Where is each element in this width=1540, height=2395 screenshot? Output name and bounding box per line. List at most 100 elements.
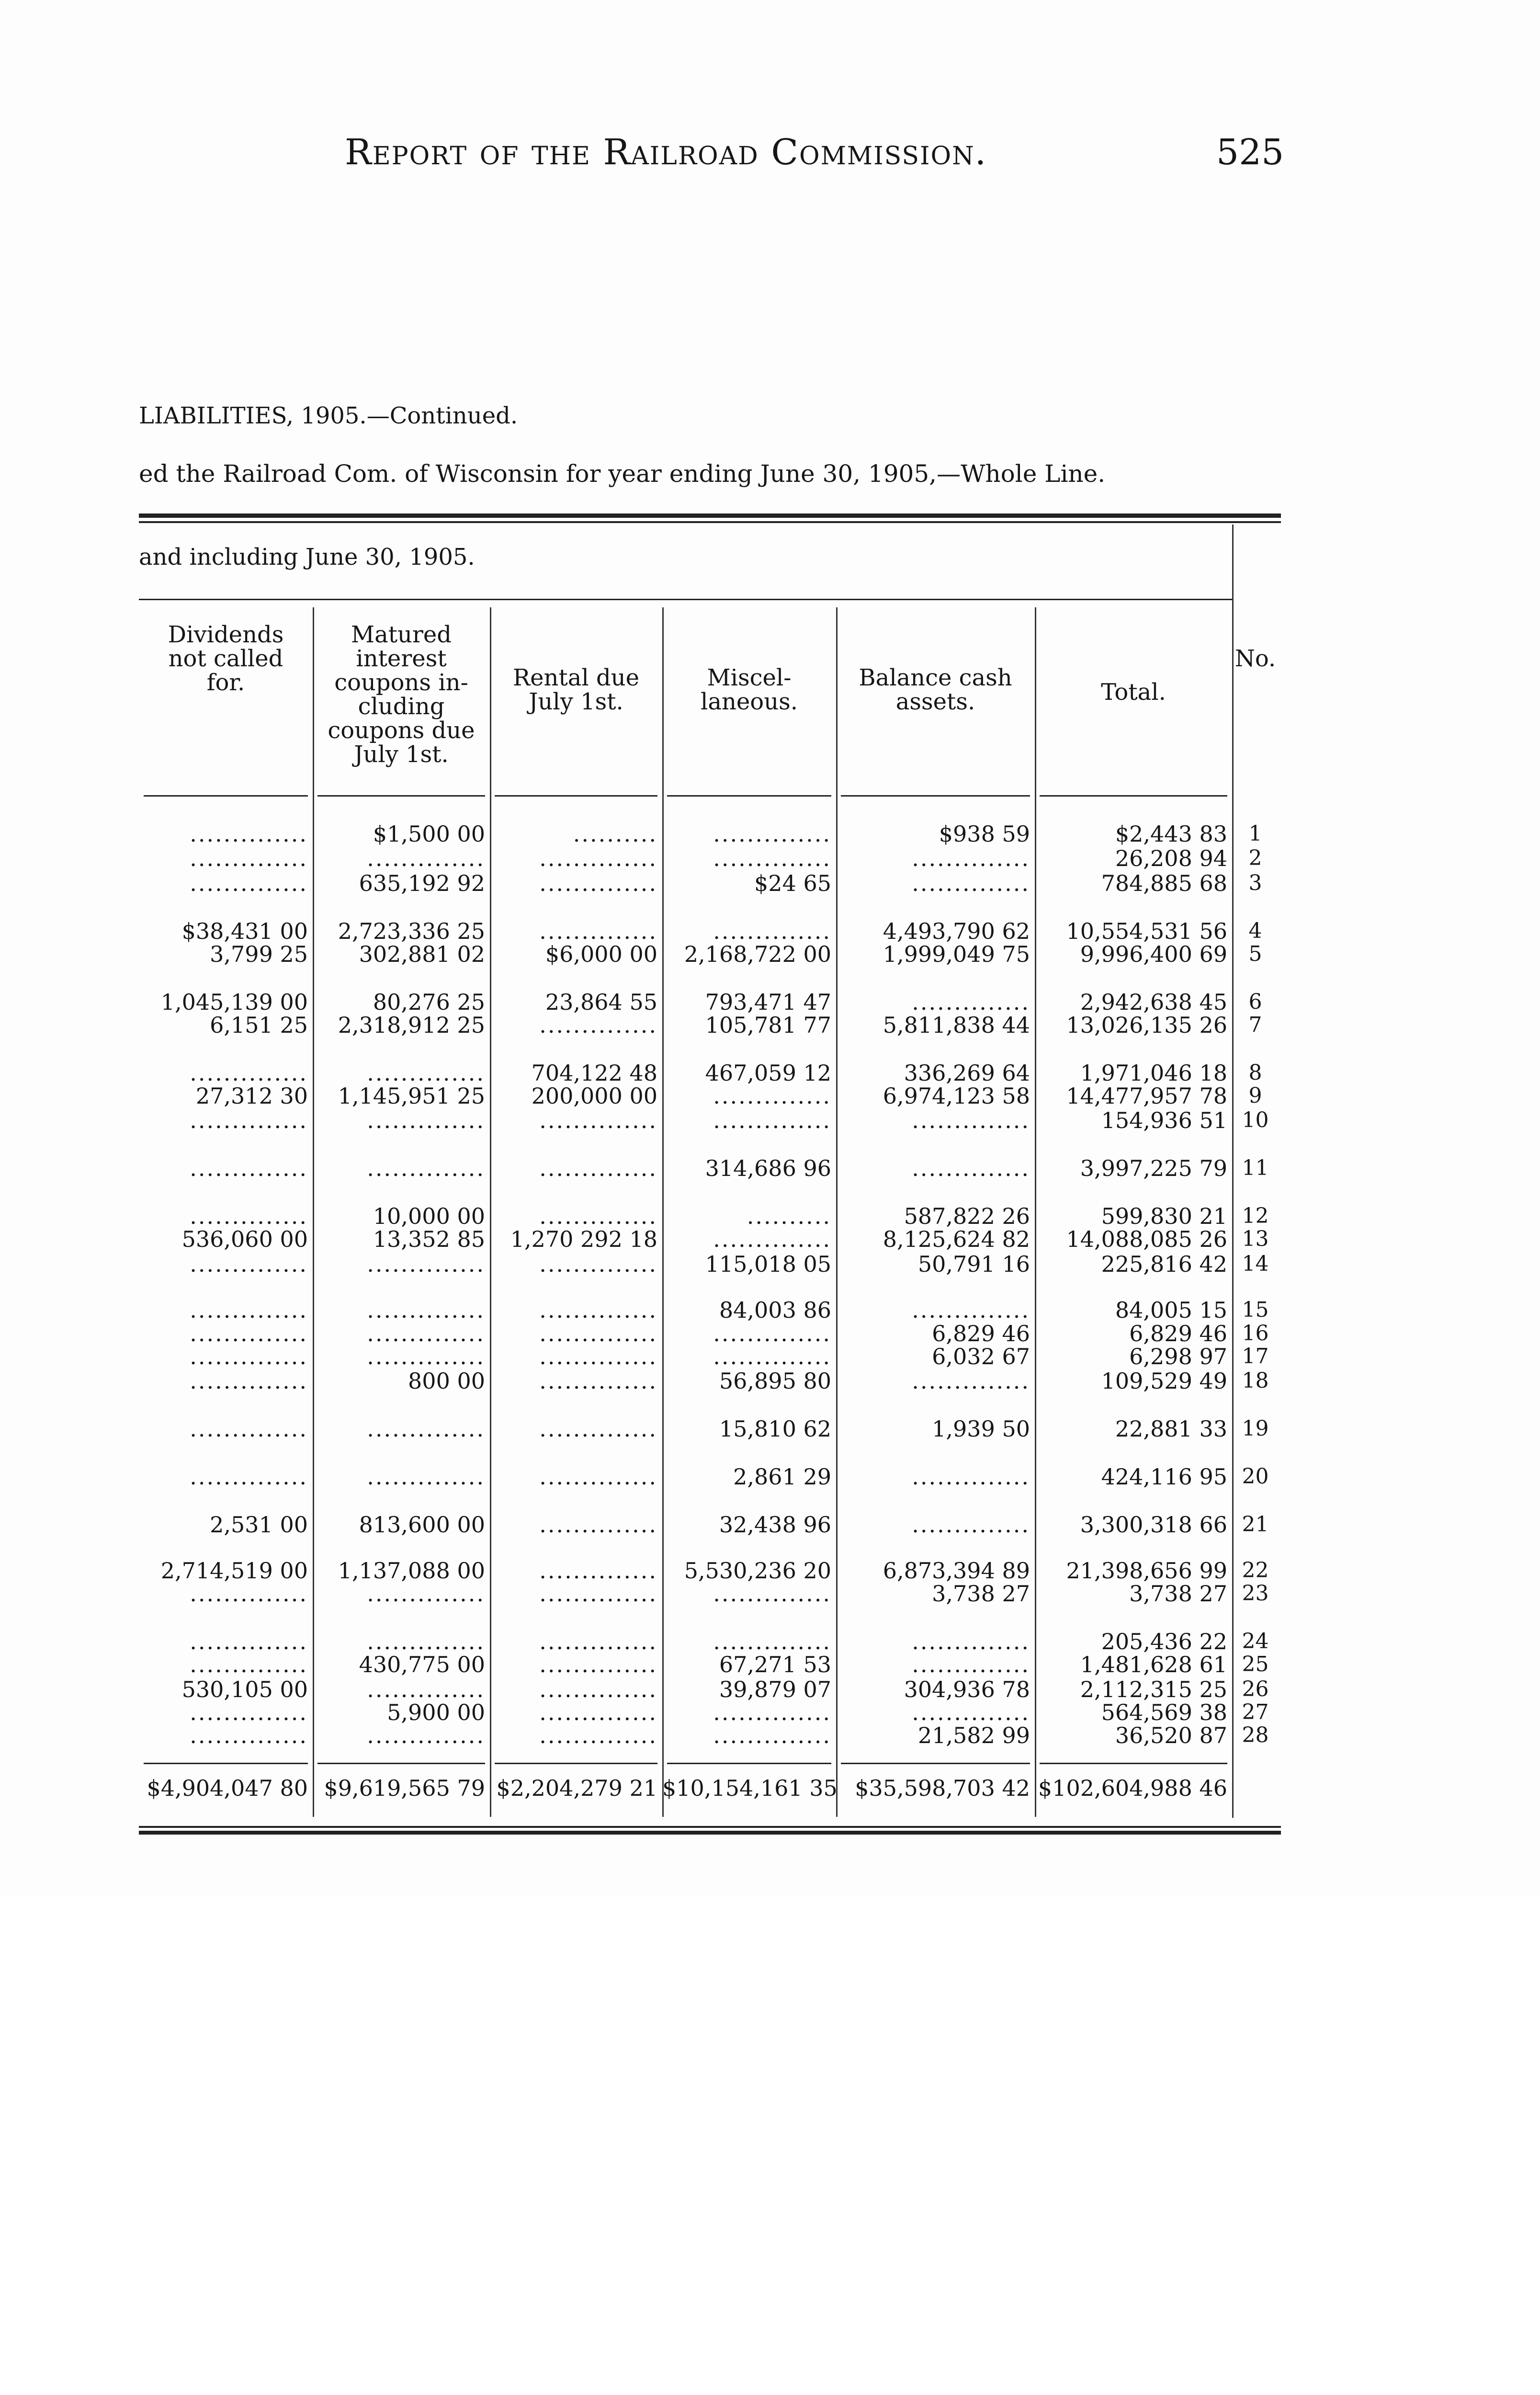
- bottom-rule: [139, 1831, 1281, 1835]
- table-cell: 6,298 97: [1129, 1344, 1227, 1369]
- table-cell: ..............: [912, 1297, 1030, 1323]
- row-number: 19: [1242, 1416, 1269, 1441]
- table-cell: ..............: [190, 1581, 308, 1607]
- row-number: 11: [1242, 1156, 1269, 1180]
- row-number: 16: [1242, 1321, 1269, 1346]
- table-cell: ..............: [539, 1416, 657, 1442]
- table-cell: ..............: [539, 1344, 657, 1369]
- header-underline: [495, 795, 657, 797]
- table-cell: 13,026,135 26: [1066, 1012, 1227, 1038]
- double-rule-top: [139, 521, 1281, 523]
- table-cell: 84,005 15: [1115, 1297, 1227, 1323]
- table-cell: 39,879 07: [719, 1676, 831, 1702]
- table-cell: ..............: [713, 1107, 831, 1133]
- row-number: 10: [1242, 1108, 1269, 1132]
- row-number: 2: [1248, 846, 1262, 870]
- table-cell: ..............: [190, 1464, 308, 1490]
- total-rule: [144, 1763, 308, 1764]
- total-cell: $35,598,703 42: [855, 1775, 1030, 1801]
- table-cell: ..............: [190, 1344, 308, 1369]
- row-number: 23: [1242, 1581, 1269, 1606]
- row-number: 18: [1242, 1369, 1269, 1393]
- table-cell: 80,276 25: [373, 989, 485, 1015]
- table-cell: 5,530,236 20: [684, 1558, 831, 1584]
- table-cell: 6,829 46: [932, 1321, 1030, 1346]
- running-head: Report of the Railroad Commission.: [345, 132, 987, 173]
- total-rule: [495, 1763, 657, 1764]
- table-cell: ..............: [539, 870, 657, 896]
- table-cell: ..............: [539, 1699, 657, 1725]
- table-cell: ..............: [190, 1629, 308, 1654]
- table-cell: 6,829 46: [1129, 1321, 1227, 1346]
- table-cell: ..............: [539, 1155, 657, 1181]
- table-cell: 424,116 95: [1101, 1464, 1227, 1490]
- table-cell: ..............: [367, 1344, 485, 1369]
- table-cell: ..............: [713, 1083, 831, 1109]
- double-rule-top: [139, 513, 1281, 518]
- header-underline: [841, 795, 1030, 797]
- table-cell: ..............: [190, 1297, 308, 1323]
- column-header: Total.: [1101, 679, 1166, 706]
- table-cell: ..............: [912, 1699, 1030, 1725]
- table-cell: 21,582 99: [917, 1722, 1030, 1748]
- table-cell: 36,520 87: [1115, 1722, 1227, 1748]
- total-rule: [667, 1763, 831, 1764]
- column-divider: [662, 607, 664, 1817]
- table-cell: 13,352 85: [373, 1226, 485, 1252]
- row-number: 3: [1248, 871, 1262, 895]
- table-cell: ..............: [912, 870, 1030, 896]
- table-cell: 6,873,394 89: [883, 1558, 1030, 1584]
- total-cell: $4,904,047 80: [147, 1775, 308, 1801]
- table-cell: 50,791 16: [917, 1251, 1030, 1277]
- table-cell: 8,125,624 82: [883, 1226, 1030, 1252]
- table-cell: ..............: [367, 1155, 485, 1181]
- table-cell: 109,529 49: [1101, 1368, 1227, 1394]
- table-cell: 14,088,085 26: [1066, 1226, 1227, 1252]
- header-underline: [667, 795, 831, 797]
- table-cell: ..............: [539, 845, 657, 871]
- table-cell: ..............: [912, 1629, 1030, 1654]
- table-cell: $38,431 00: [181, 918, 308, 944]
- table-cell: ..............: [539, 1321, 657, 1346]
- header-underline: [144, 795, 308, 797]
- header-underline: [317, 795, 485, 797]
- column-header: Rental due July 1st.: [512, 664, 640, 715]
- table-cell: 2,168,722 00: [684, 941, 831, 967]
- row-number: 22: [1242, 1558, 1269, 1583]
- table-cell: 10,554,531 56: [1066, 918, 1227, 944]
- header-rule: [139, 599, 1232, 600]
- table-cell: 813,600 00: [359, 1512, 485, 1538]
- table-cell: 3,738 27: [932, 1581, 1030, 1607]
- row-number: 14: [1242, 1252, 1269, 1276]
- table-cell: 15,810 62: [719, 1416, 831, 1442]
- table-cell: ..............: [713, 845, 831, 871]
- row-number: 15: [1242, 1298, 1269, 1322]
- table-cell: ..............: [367, 1060, 485, 1086]
- column-header: Matured interest coupons in- cluding cou…: [328, 621, 475, 768]
- table-cell: 1,137,088 00: [338, 1558, 485, 1584]
- table-cell: ..............: [190, 1251, 308, 1277]
- table-cell: 1,145,951 25: [338, 1083, 485, 1109]
- table-cell: ..............: [912, 1155, 1030, 1181]
- row-number: 28: [1242, 1723, 1269, 1747]
- column-divider: [1035, 607, 1036, 1817]
- table-cell: $24 65: [754, 870, 831, 896]
- row-number: 8: [1248, 1061, 1262, 1085]
- row-number: 6: [1248, 990, 1262, 1014]
- table-cell: ..............: [539, 1107, 657, 1133]
- table-cell: ..............: [367, 1629, 485, 1654]
- table-cell: 2,531 00: [210, 1512, 308, 1538]
- header-underline: [1040, 795, 1227, 797]
- table-cell: ..............: [713, 1629, 831, 1654]
- table-cell: ..............: [367, 1722, 485, 1748]
- table-cell: 115,018 05: [705, 1251, 831, 1277]
- table-cell: ..............: [190, 1652, 308, 1677]
- column-header: Balance cash assets.: [859, 664, 1012, 715]
- table-cell: ..............: [367, 845, 485, 871]
- column-divider: [490, 607, 491, 1817]
- table-cell: 336,269 64: [904, 1060, 1030, 1086]
- table-cell: ..............: [190, 870, 308, 896]
- table-cell: ..............: [539, 1652, 657, 1677]
- table-cell: ..............: [912, 1107, 1030, 1133]
- table-cell: ..............: [539, 1558, 657, 1584]
